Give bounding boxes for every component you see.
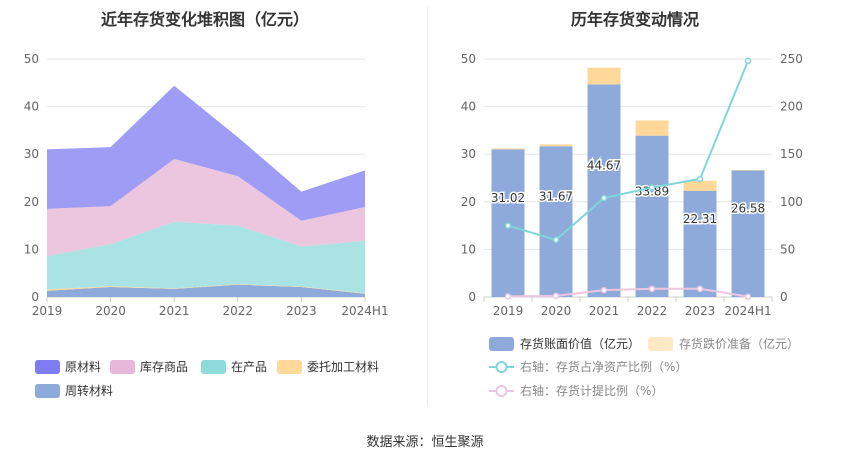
- y-tick-label: 0: [31, 290, 39, 304]
- line-point: [504, 293, 512, 300]
- bar-data-label: 33.89: [635, 184, 669, 198]
- bar-存货跌价准备（亿元）: [635, 120, 669, 136]
- right-legend: 存货账面价值（亿元） 存货跌价准备（亿元） 右轴：存货占净资产比例（%） 右轴：存货计…: [489, 336, 799, 398]
- x-tick-label: 2019: [493, 304, 524, 318]
- legend-label: 存货跌价准备（亿元）: [679, 336, 799, 351]
- line-point: [696, 175, 704, 183]
- legend-label: 右轴：存货计提比例（%）: [520, 383, 663, 398]
- y2-tick-label: 0: [780, 290, 788, 304]
- legend-swatch: [277, 360, 302, 374]
- legend-label: 右轴：存货占净资产比例（%）: [520, 359, 687, 374]
- legend-swatch: [35, 360, 60, 374]
- bar-存货跌价准备（亿元）: [587, 67, 621, 85]
- line-右轴：存货占净资产比例（%）: [507, 60, 749, 242]
- legend-label: 库存商品: [140, 359, 188, 374]
- bar-data-label: 26.58: [731, 202, 765, 216]
- line-point: [696, 285, 704, 293]
- bar-存货跌价准备（亿元）: [539, 144, 573, 147]
- y-tick-label: 30: [461, 147, 476, 161]
- x-tick-label: 2020: [541, 304, 572, 318]
- x-tick-label: 2023: [685, 304, 716, 318]
- bar-存货跌价准备（亿元）: [683, 180, 717, 191]
- x-tick-label: 2020: [95, 304, 126, 318]
- area-周转材料: [47, 284, 365, 297]
- y2-tick-label: 50: [780, 242, 795, 256]
- legend-swatch: [110, 360, 135, 374]
- stacked-bar-chart: 0 10 20 30 40 50 0 50 100 150 200 250 31.02 31.67 44.6…: [461, 52, 803, 318]
- legend-label: 存货账面价值（亿元）: [520, 336, 640, 351]
- bar-存货账面价值（亿元）: [587, 84, 621, 298]
- y2-tick-label: 250: [780, 52, 803, 66]
- x-tick-label: 2024H1: [341, 304, 388, 318]
- bar-存货账面价值（亿元）: [635, 135, 669, 297]
- x-tick-label: 2019: [32, 304, 63, 318]
- bar-data-label: 31.67: [539, 190, 573, 204]
- line-point: [648, 285, 656, 293]
- x-tick-label: 2021: [159, 304, 190, 318]
- legend-swatch: [201, 360, 226, 374]
- bar-data-label: 22.31: [683, 212, 717, 226]
- line-point: [600, 286, 608, 294]
- y-tick-label: 20: [24, 195, 39, 209]
- bar-存货账面价值（亿元）: [539, 146, 573, 297]
- y-tick-label: 0: [468, 290, 476, 304]
- area-原材料: [47, 85, 365, 221]
- bar-data-label: 31.02: [491, 191, 525, 205]
- y-tick-label: 40: [24, 100, 39, 114]
- stacked-area-chart: 0 10 20 30 40 50 2019 2020 2021 2022 2023 2024H1: [24, 52, 389, 318]
- legend-swatch: [35, 384, 60, 398]
- left-chart-title: 近年存货变化堆积图（亿元）: [100, 10, 309, 29]
- area-库存商品: [47, 159, 365, 257]
- bar-存货跌价准备（亿元）: [491, 148, 525, 150]
- area-在产品: [47, 221, 365, 294]
- line-右轴：存货计提比例（%）: [507, 287, 749, 298]
- line-point: [552, 236, 560, 244]
- legend-marker: [495, 385, 508, 397]
- line-point: [648, 184, 656, 191]
- line-point: [744, 57, 752, 65]
- legend-label: 周转材料: [65, 383, 113, 398]
- y-tick-label: 10: [24, 242, 39, 256]
- line-point: [600, 194, 608, 202]
- legend-swatch: [648, 337, 673, 351]
- x-tick-label: 2022: [223, 304, 254, 318]
- bar-data-label: 44.67: [587, 159, 621, 173]
- data-source-note: 数据来源：恒生聚源: [366, 435, 484, 450]
- legend-label: 在产品: [231, 360, 267, 374]
- right-chart-title: 历年存货变动情况: [570, 10, 699, 29]
- x-tick-label: 2024H1: [724, 304, 771, 318]
- line-point: [744, 293, 752, 300]
- y-tick-label: 30: [24, 147, 39, 161]
- panel-divider: [427, 6, 428, 406]
- y-tick-label: 10: [461, 242, 476, 256]
- y-tick-label: 50: [461, 52, 476, 66]
- y2-tick-label: 150: [780, 147, 803, 161]
- line-point: [552, 292, 560, 300]
- y-tick-label: 40: [461, 100, 476, 114]
- x-tick-label: 2021: [589, 304, 620, 318]
- y2-tick-label: 100: [780, 195, 803, 209]
- line-point: [504, 222, 512, 229]
- y-tick-label: 20: [461, 195, 476, 209]
- legend-swatch: [489, 337, 514, 351]
- y2-tick-label: 200: [780, 100, 803, 114]
- x-tick-label: 2023: [286, 304, 317, 318]
- y-tick-label: 50: [24, 52, 39, 66]
- bar-存货账面价值（亿元）: [683, 190, 717, 297]
- legend-label: 原材料: [65, 360, 101, 374]
- legend-marker: [495, 361, 508, 373]
- legend-label: 委托加工材料: [307, 360, 379, 374]
- bar-存货账面价值（亿元）: [731, 170, 765, 297]
- x-tick-label: 2022: [637, 304, 668, 318]
